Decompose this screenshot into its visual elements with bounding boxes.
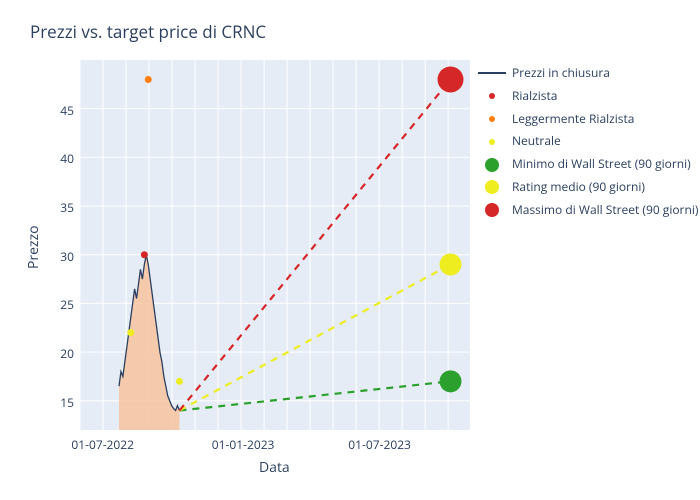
- legend-label: Rating medio (90 giorni): [512, 176, 645, 199]
- legend-label: Massimo di Wall Street (90 giorni): [512, 199, 698, 222]
- x-tick-label: 01-01-2023: [212, 436, 275, 453]
- legend-swatch: [478, 138, 506, 146]
- y-tick-label: 25: [60, 296, 74, 313]
- legend-item[interactable]: Leggermente Rialzista: [478, 108, 698, 131]
- plot-svg: [80, 60, 470, 430]
- plot-area: [80, 60, 470, 430]
- y-tick-label: 40: [60, 150, 74, 167]
- legend-swatch: [478, 157, 506, 173]
- legend-label: Minimo di Wall Street (90 giorni): [512, 153, 691, 176]
- price-target-chart: Prezzi vs. target price di CRNC 15 20 25 30…: [0, 0, 700, 500]
- legend-swatch: [478, 115, 506, 123]
- legend-label: Rialzista: [512, 85, 557, 108]
- x-tick-label: 01-07-2022: [71, 436, 134, 453]
- legend-item[interactable]: Minimo di Wall Street (90 giorni): [478, 153, 698, 176]
- legend-label: Neutrale: [512, 130, 561, 153]
- legend-item[interactable]: Neutrale: [478, 130, 698, 153]
- y-axis-label: Prezzo: [24, 225, 43, 269]
- legend-item[interactable]: Prezzi in chiusura: [478, 62, 698, 85]
- legend-item[interactable]: Rating medio (90 giorni): [478, 176, 698, 199]
- legend-swatch: [478, 179, 506, 195]
- legend-label: Prezzi in chiusura: [512, 62, 610, 85]
- y-tick-label: 20: [60, 345, 74, 362]
- y-tick-label: 35: [60, 199, 74, 216]
- legend-swatch: [478, 92, 506, 100]
- y-tick-label: 15: [60, 394, 74, 411]
- legend: Prezzi in chiusuraRialzistaLeggermente R…: [478, 62, 698, 222]
- y-tick-label: 30: [60, 248, 74, 265]
- legend-item[interactable]: Massimo di Wall Street (90 giorni): [478, 199, 698, 222]
- x-tick-label: 01-07-2023: [348, 436, 411, 453]
- legend-item[interactable]: Rialzista: [478, 85, 698, 108]
- y-tick-label: 45: [60, 102, 74, 119]
- legend-label: Leggermente Rialzista: [512, 108, 634, 131]
- legend-swatch: [478, 72, 506, 74]
- x-axis-label: Data: [259, 458, 290, 477]
- chart-title: Prezzi vs. target price di CRNC: [30, 20, 266, 43]
- legend-swatch: [478, 202, 506, 218]
